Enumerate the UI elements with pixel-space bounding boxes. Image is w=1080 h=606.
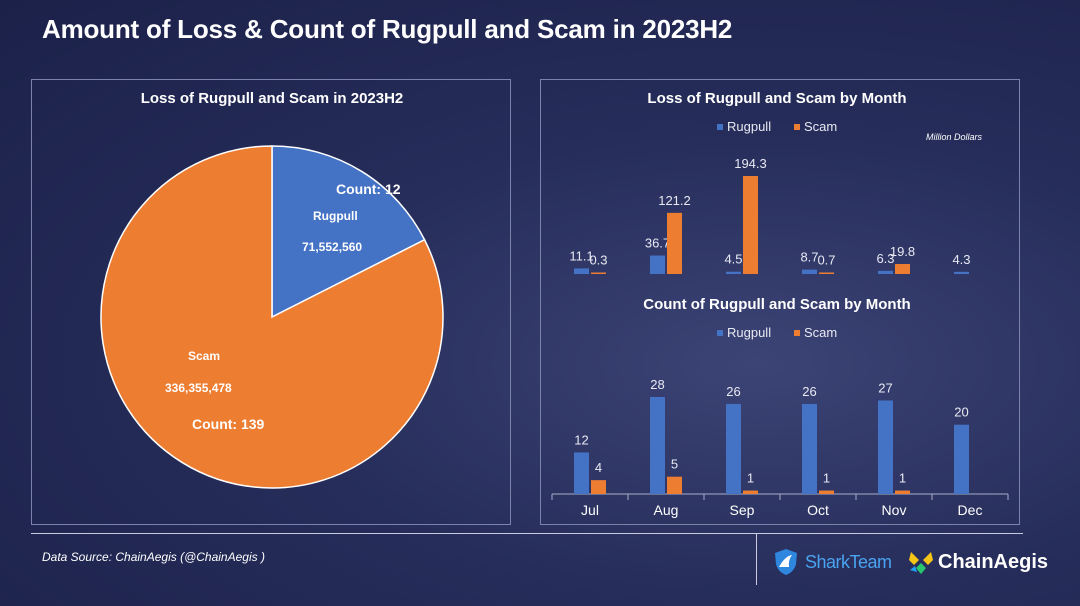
data-source-note: Data Source: ChainAegis (@ChainAegis ) xyxy=(42,550,265,564)
sharkteam-logo: SharkTeam xyxy=(773,548,892,576)
rugpull-name-label: Rugpull xyxy=(313,209,358,223)
loss-bar-rugpull-jul xyxy=(574,268,589,274)
legend-swatch-scam xyxy=(794,330,800,336)
loss-label-rugpull-oct: 8.7 xyxy=(800,250,818,265)
x-tick-label-aug: Aug xyxy=(654,502,679,518)
loss-bar-rugpull-oct xyxy=(802,269,817,274)
loss-label-rugpull-jul: 11.1 xyxy=(569,248,593,263)
legend-swatch-rugpull xyxy=(717,330,723,336)
count-bar-rugpull-oct xyxy=(802,403,817,494)
count-bar-rugpull-nov xyxy=(878,400,893,494)
pie-chart-panel: Loss of Rugpull and Scam in 2023H2 Count:… xyxy=(31,79,511,525)
loss-label-rugpull-sep: 4.5 xyxy=(724,252,742,267)
loss-bar-scam-aug xyxy=(667,212,682,274)
bar-charts-panel: Loss of Rugpull and Scam by Month Rugpull… xyxy=(540,79,1020,525)
rugpull-count-label: Count: 12 xyxy=(336,181,401,197)
pie-chart: Loss of Rugpull and Scam in 2023H2 Count:… xyxy=(100,90,444,489)
footer-divider xyxy=(31,533,1023,534)
loss-bar-rugpull-sep xyxy=(726,271,741,274)
scam-name-label: Scam xyxy=(188,349,220,363)
loss-label-rugpull-nov: 6.3 xyxy=(876,251,894,266)
x-tick-label-jul: Jul xyxy=(581,502,599,518)
footer-vertical-divider xyxy=(756,533,757,585)
loss-label-scam-sep: 194.3 xyxy=(734,156,767,171)
count-label-rugpull-aug: 28 xyxy=(650,377,664,392)
chainaegis-mark-icon xyxy=(909,552,933,574)
loss-label-scam-aug: 121.2 xyxy=(658,193,691,208)
count-bar-scam-nov xyxy=(895,490,910,494)
loss-unit-note: Million Dollars xyxy=(926,132,983,142)
count-label-scam-oct: 1 xyxy=(823,471,830,486)
count-bar-rugpull-dec xyxy=(954,424,969,494)
loss-label-rugpull-dec: 4.3 xyxy=(952,252,970,267)
count-label-rugpull-jul: 12 xyxy=(574,432,588,447)
scam-count-label: Count: 139 xyxy=(192,416,265,432)
loss-bar-scam-nov xyxy=(895,264,910,274)
pie-slice-scam xyxy=(100,145,444,489)
loss-bar-scam-jul xyxy=(591,272,606,274)
count-label-rugpull-nov: 27 xyxy=(878,380,892,395)
loss-label-scam-nov: 19.8 xyxy=(890,244,915,259)
loss-bar-rugpull-aug xyxy=(650,255,665,274)
count-bar-scam-oct xyxy=(819,490,834,494)
x-tick-label-sep: Sep xyxy=(730,502,755,518)
rugpull-value-label: 71,552,560 xyxy=(302,240,362,254)
x-tick-label-oct: Oct xyxy=(807,502,829,518)
legend-label-scam: Scam xyxy=(804,325,837,340)
count-label-scam-sep: 1 xyxy=(747,471,754,486)
chainaegis-logo-text: ChainAegis xyxy=(938,550,1049,573)
count-bar-scam-aug xyxy=(667,476,682,494)
loss-chart-title: Loss of Rugpull and Scam by Month xyxy=(647,90,906,107)
count-chart-title: Count of Rugpull and Scam by Month xyxy=(643,296,910,313)
count-bar-rugpull-aug xyxy=(650,397,665,494)
shark-shield-icon xyxy=(775,549,797,575)
loss-bar-rugpull-nov xyxy=(878,270,893,274)
pie-slice-rugpull xyxy=(271,145,426,319)
loss-bar-scam-oct xyxy=(819,272,834,274)
legend-label-rugpull: Rugpull xyxy=(727,325,771,340)
sharkteam-logo-text: SharkTeam xyxy=(805,551,892,572)
x-tick-label-nov: Nov xyxy=(882,502,907,518)
loss-bar-scam-sep xyxy=(743,176,758,274)
legend-label-rugpull: Rugpull xyxy=(727,119,771,134)
loss-label-scam-jul: 0.3 xyxy=(589,253,607,268)
count-label-rugpull-oct: 26 xyxy=(802,384,816,399)
count-bar-rugpull-sep xyxy=(726,403,741,494)
loss-bar-rugpull-dec xyxy=(954,271,969,274)
scam-value-label: 336,355,478 xyxy=(165,381,232,395)
bar-charts: Loss of Rugpull and Scam by Month Rugpull… xyxy=(551,90,1009,518)
x-tick-label-dec: Dec xyxy=(958,502,983,518)
count-bar-rugpull-jul xyxy=(574,452,589,494)
count-label-scam-nov: 1 xyxy=(899,471,906,486)
count-label-rugpull-dec: 20 xyxy=(954,405,968,420)
loss-label-rugpull-aug: 36.7 xyxy=(645,235,670,250)
pie-chart-title: Loss of Rugpull and Scam in 2023H2 xyxy=(141,90,404,107)
page-title: Amount of Loss & Count of Rugpull and Sc… xyxy=(42,14,733,44)
count-bar-scam-sep xyxy=(743,490,758,494)
count-label-scam-jul: 4 xyxy=(595,460,602,475)
count-label-scam-aug: 5 xyxy=(671,457,678,472)
chainaegis-logo: ChainAegis xyxy=(908,548,1048,576)
count-label-rugpull-sep: 26 xyxy=(726,384,740,399)
legend-swatch-rugpull xyxy=(717,124,723,130)
loss-label-scam-oct: 0.7 xyxy=(817,253,835,268)
count-bar-scam-jul xyxy=(591,480,606,494)
legend-swatch-scam xyxy=(794,124,800,130)
legend-label-scam: Scam xyxy=(804,119,837,134)
